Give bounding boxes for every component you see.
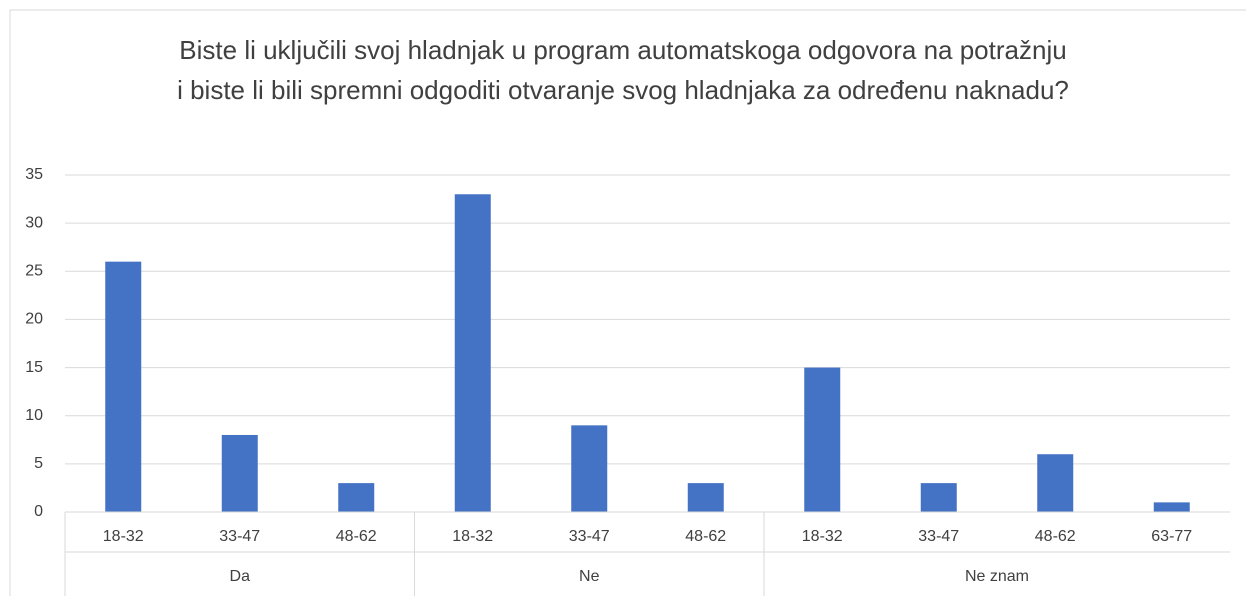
y-tick-label: 0 xyxy=(34,503,43,520)
bar xyxy=(338,483,375,512)
y-tick-label: 5 xyxy=(34,455,43,472)
y-tick-label: 15 xyxy=(25,359,43,376)
x-tick-label: 33-47 xyxy=(219,528,260,545)
x-tick-label: 48-62 xyxy=(336,528,377,545)
bar xyxy=(1037,454,1074,512)
bar xyxy=(687,483,724,512)
chart-border xyxy=(9,9,1246,596)
y-tick-label: 25 xyxy=(25,263,43,280)
y-tick-label: 20 xyxy=(25,311,43,328)
x-tick-label: 63-77 xyxy=(1151,528,1192,545)
bar xyxy=(454,194,491,512)
y-tick-label: 35 xyxy=(25,166,43,183)
bar xyxy=(1153,502,1190,512)
y-tick-label: 30 xyxy=(25,214,43,231)
bar xyxy=(571,425,608,512)
group-label: Da xyxy=(230,568,251,585)
bar xyxy=(221,434,258,512)
x-tick-label: 18-32 xyxy=(452,528,493,545)
bar xyxy=(105,261,142,512)
y-tick-label: 10 xyxy=(25,407,43,424)
x-tick-label: 18-32 xyxy=(802,528,843,545)
bar xyxy=(804,367,841,512)
x-tick-label: 48-62 xyxy=(1035,528,1076,545)
chart-title: Biste li uključili svoj hladnjak u progr… xyxy=(177,35,1069,105)
group-label: Ne znam xyxy=(965,568,1029,585)
x-tick-label: 33-47 xyxy=(918,528,959,545)
x-tick-label: 18-32 xyxy=(103,528,144,545)
group-label: Ne xyxy=(579,568,600,585)
bar xyxy=(920,483,957,512)
x-tick-label: 33-47 xyxy=(569,528,610,545)
x-tick-label: 48-62 xyxy=(685,528,726,545)
